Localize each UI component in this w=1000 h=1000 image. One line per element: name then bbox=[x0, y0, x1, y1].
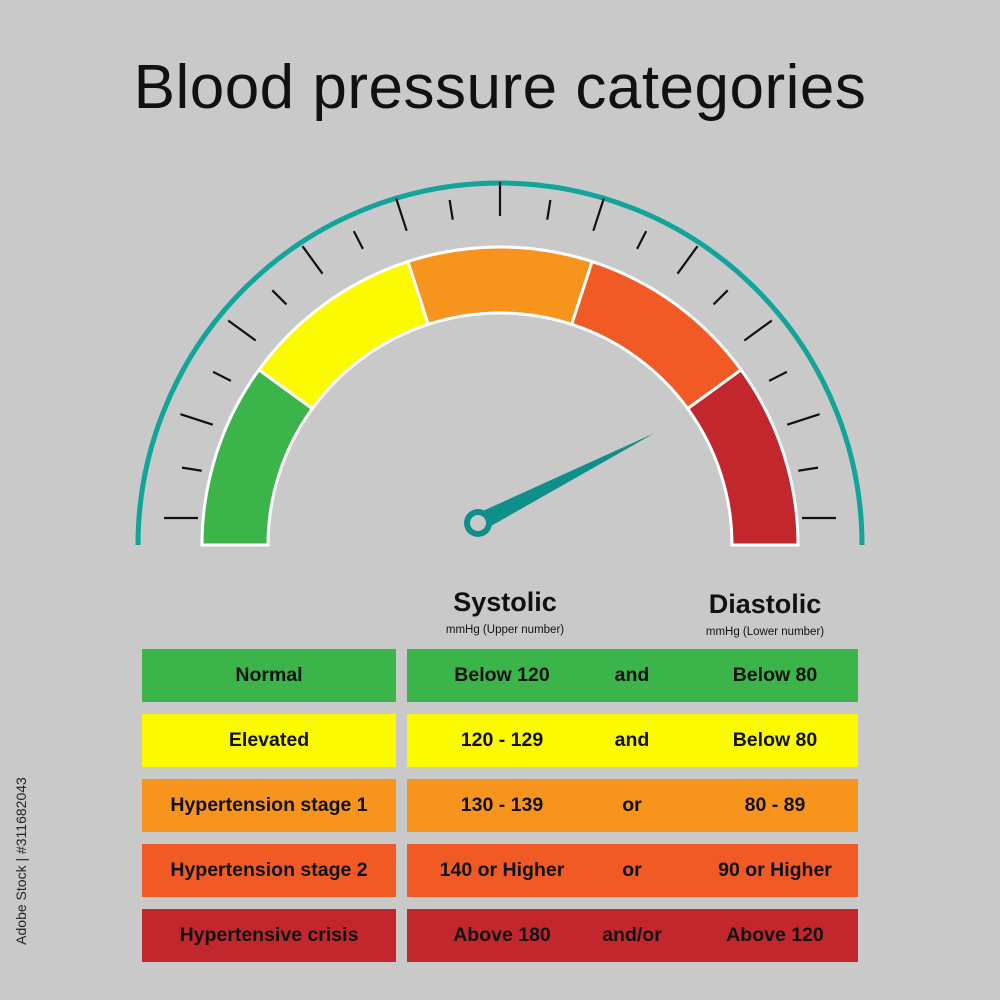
systolic-value: Above 180 bbox=[453, 924, 551, 946]
category-label: Hypertension stage 1 bbox=[170, 794, 368, 816]
category-hypertension-stage-2: Hypertension stage 2 bbox=[142, 844, 396, 897]
category-label: Hypertension stage 2 bbox=[170, 859, 368, 881]
systolic-value: 130 - 139 bbox=[460, 794, 544, 816]
gauge-tick bbox=[712, 289, 729, 306]
page-title: Blood pressure categories bbox=[133, 53, 867, 122]
gauge bbox=[135, 180, 865, 547]
systolic-value: 140 or Higher bbox=[439, 859, 565, 881]
gauge-segment-crisis bbox=[685, 367, 800, 547]
systolic-header: Systolic mmHg (Upper number) bbox=[400, 587, 610, 636]
gauge-needle-hub-center bbox=[470, 515, 486, 531]
gauge-tick bbox=[546, 199, 552, 220]
diastolic-header: Diastolic mmHg (Lower number) bbox=[660, 589, 870, 638]
gauge-tick bbox=[395, 198, 408, 232]
gauge-tick bbox=[301, 245, 324, 275]
gauge-tick bbox=[227, 319, 257, 342]
gauge-needle bbox=[464, 433, 655, 537]
values-elevated: 120 - 129 and Below 80 bbox=[407, 714, 858, 767]
gauge-tick bbox=[212, 370, 232, 382]
category-label: Normal bbox=[235, 664, 303, 686]
category-elevated: Elevated bbox=[142, 714, 396, 767]
values-normal: Below 120 and Below 80 bbox=[407, 649, 858, 702]
gauge-tick bbox=[743, 319, 773, 342]
systolic-value: 120 - 129 bbox=[460, 729, 544, 751]
gauge-tick bbox=[180, 413, 214, 426]
gauge-tick bbox=[636, 230, 648, 250]
values-hypertension-stage-1: 130 - 139 or 80 - 89 bbox=[407, 779, 858, 832]
values-hypertension-stage-2: 140 or Higher or 90 or Higher bbox=[407, 844, 858, 897]
systolic-label: Systolic bbox=[453, 587, 557, 617]
diastolic-unit: mmHg (Lower number) bbox=[705, 626, 825, 638]
gauge-tick bbox=[448, 199, 454, 220]
gauge-segment-stage1 bbox=[406, 245, 594, 327]
gauge-segment-elevated bbox=[256, 259, 431, 411]
diastolic-value: Below 80 bbox=[732, 664, 818, 686]
gauge-tick bbox=[798, 466, 819, 472]
gauge-segments bbox=[200, 245, 800, 547]
diastolic-value: Above 120 bbox=[726, 924, 824, 946]
gauge-tick bbox=[352, 230, 364, 250]
category-label: Hypertensive crisis bbox=[179, 924, 359, 946]
category-hypertension-stage-1: Hypertension stage 1 bbox=[142, 779, 396, 832]
diastolic-value: 80 - 89 bbox=[744, 794, 806, 816]
conjunction: or bbox=[622, 859, 642, 881]
stock-id-text: Adobe Stock | #311682043 bbox=[13, 777, 29, 945]
values-hypertensive-crisis: Above 180 and/or Above 120 bbox=[407, 909, 858, 962]
systolic-value: Below 120 bbox=[454, 664, 550, 686]
gauge-tick bbox=[592, 198, 605, 232]
gauge-tick bbox=[676, 245, 699, 275]
systolic-unit: mmHg (Upper number) bbox=[445, 624, 565, 636]
diastolic-value: Below 80 bbox=[732, 729, 818, 751]
gauge-tick bbox=[786, 413, 820, 426]
stock-id-label: Adobe Stock | #311682043 bbox=[6, 766, 36, 956]
category-label: Elevated bbox=[228, 729, 310, 751]
gauge-needle-pointer bbox=[473, 433, 655, 532]
conjunction: and/or bbox=[602, 924, 662, 946]
diastolic-label: Diastolic bbox=[708, 589, 822, 619]
gauge-tick bbox=[768, 370, 788, 382]
category-hypertensive-crisis: Hypertensive crisis bbox=[142, 909, 396, 962]
category-normal: Normal bbox=[142, 649, 396, 702]
gauge-tick bbox=[181, 466, 202, 472]
diastolic-value: 90 or Higher bbox=[718, 859, 832, 881]
conjunction: and bbox=[614, 664, 650, 686]
gauge-tick bbox=[271, 289, 288, 306]
gauge-ticks bbox=[164, 182, 836, 520]
conjunction: or bbox=[622, 794, 642, 816]
conjunction: and bbox=[614, 729, 650, 751]
